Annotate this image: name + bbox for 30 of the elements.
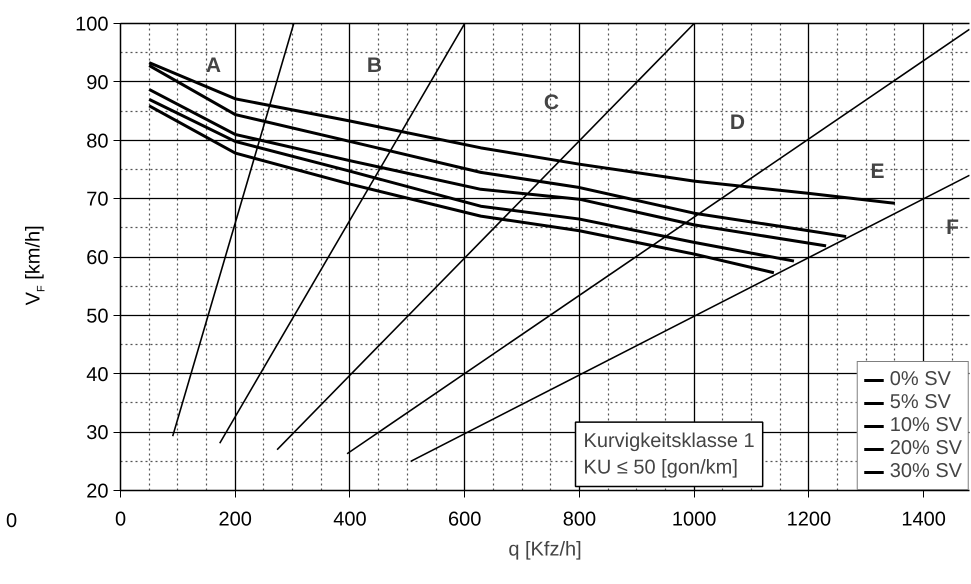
x-tick-label: 0 <box>114 508 126 530</box>
legend-label: 5% SV <box>890 391 951 414</box>
y-tick-label: 40 <box>86 364 109 386</box>
y-tick-label: 90 <box>86 72 109 94</box>
x-tick-label: 200 <box>218 508 252 530</box>
y-tick-label: 80 <box>86 130 109 152</box>
legend-label: 10% SV <box>890 414 962 437</box>
annotation: F <box>946 216 960 239</box>
y-tick-label: 50 <box>86 305 109 328</box>
annotation: E <box>870 160 885 183</box>
x-tick-label: 1400 <box>901 508 946 530</box>
annotation: Kurvigkeitsklasse 1 KU ≤ 50 [gon/km] <box>584 430 755 478</box>
x-tick-label: 1000 <box>672 508 716 530</box>
y-tick-label: 70 <box>86 188 109 211</box>
annotation: C <box>544 91 560 114</box>
x-tick-label: 800 <box>562 508 596 530</box>
y-tick-label: 100 <box>75 14 109 36</box>
y-tick-label: 30 <box>86 422 109 444</box>
y-tick-label: 20 <box>86 480 109 502</box>
annotation: B <box>366 54 382 77</box>
annotation: D <box>730 111 746 134</box>
legend-label: 30% SV <box>890 460 962 483</box>
legend-label: 20% SV <box>890 437 962 460</box>
x-tick-label: 400 <box>333 508 367 530</box>
x-tick-label: 600 <box>448 508 482 530</box>
x-tick-label: 1200 <box>786 508 832 530</box>
x-axis-title: q [Kfz/h] <box>508 538 582 560</box>
annotation: A <box>206 54 222 77</box>
y-tick-label: 60 <box>86 247 109 269</box>
legend-label: 0% SV <box>890 368 951 391</box>
